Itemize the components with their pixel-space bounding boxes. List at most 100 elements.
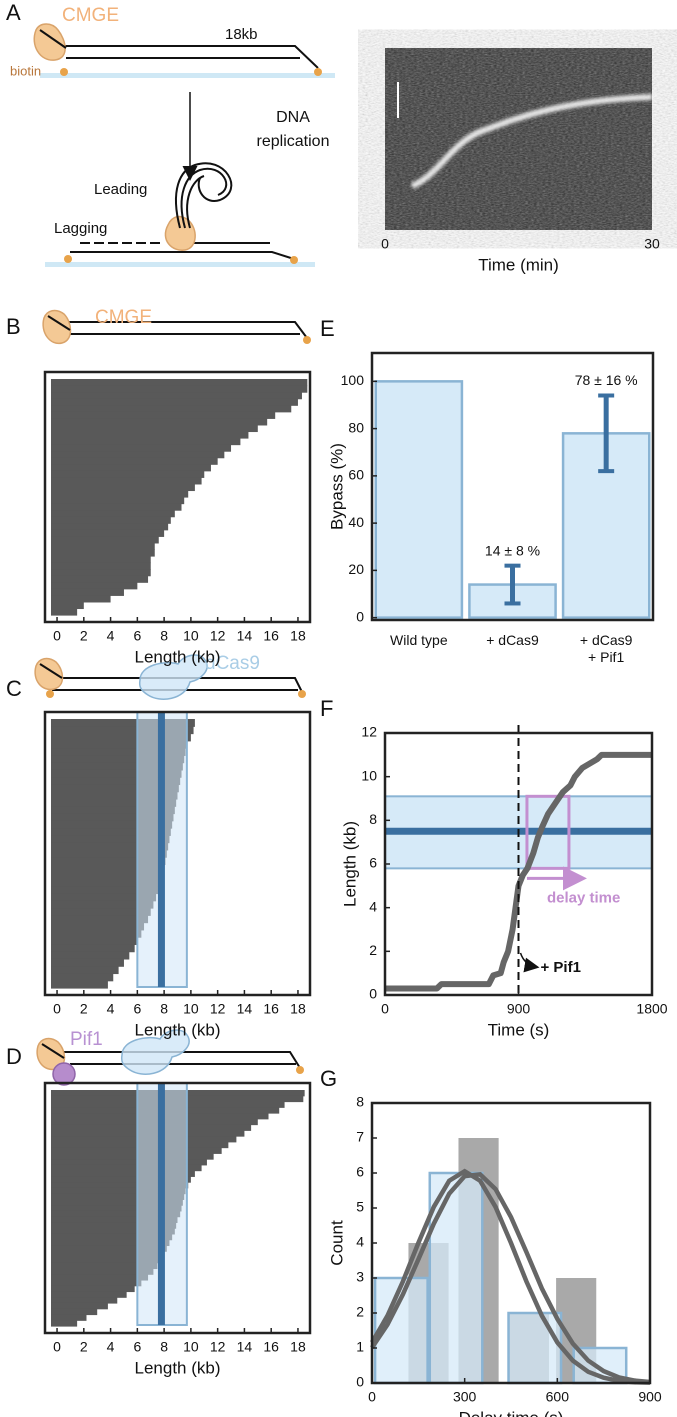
length-bar <box>51 424 258 433</box>
length-bar <box>51 529 165 537</box>
x-tick-label: 300 <box>453 1389 477 1405</box>
y-tick-label: 40 <box>348 514 364 530</box>
length-bar <box>51 398 298 406</box>
length-bar <box>51 1182 189 1189</box>
length-bar <box>51 726 194 735</box>
length-bar <box>51 418 268 426</box>
x-tick-label: 16 <box>263 1001 279 1017</box>
annotation: delay time <box>547 889 620 906</box>
length-bar <box>51 582 138 590</box>
length-bar <box>51 900 154 909</box>
length-bar <box>51 1187 186 1195</box>
x-tick-label: 18 <box>290 1339 306 1355</box>
x-tick-label: 0 <box>381 1001 389 1017</box>
x-tick-label: 6 <box>133 1001 141 1017</box>
lagging-label: Lagging <box>54 220 107 237</box>
length-bar <box>51 784 179 793</box>
length-bar <box>51 791 178 800</box>
length-bar <box>51 608 78 616</box>
length-bar <box>51 1176 191 1183</box>
length-bar <box>51 523 169 531</box>
x-tick-label: 4 <box>107 1339 115 1355</box>
length-bar <box>51 1285 135 1293</box>
leading-label: Leading <box>94 181 147 198</box>
length-bar <box>51 864 165 873</box>
length-bar <box>51 411 276 419</box>
length-bar <box>51 1170 195 1177</box>
length-bar <box>51 1193 185 1200</box>
length-bar <box>51 1268 154 1275</box>
x-tick-label: 2 <box>80 628 88 644</box>
x-tick-label: 14 <box>237 1001 253 1017</box>
y-tick-label: 8 <box>369 811 377 827</box>
length-bar <box>51 1239 170 1247</box>
x-tick-label: 0 <box>53 1001 61 1017</box>
length-bar <box>51 1210 181 1218</box>
length-bar <box>51 886 159 895</box>
length-bar <box>51 569 151 577</box>
x-tick-label: 16 <box>263 1339 279 1355</box>
step-label: replication <box>257 133 330 150</box>
length-bar <box>51 922 145 931</box>
length-bar <box>51 1216 178 1223</box>
plot-frame <box>43 370 312 624</box>
y-tick-label: 12 <box>361 724 377 740</box>
replication-diagram: CMGE biotin 18kb DNA replication Leading… <box>10 5 335 267</box>
panel-letter: E <box>320 316 335 341</box>
helper-label: Pif1 <box>70 1029 103 1050</box>
panel-letter: G <box>320 1066 337 1091</box>
x-tick-label: 8 <box>160 1339 168 1355</box>
length-bar <box>51 828 171 836</box>
length-trace <box>385 751 652 992</box>
x-tick-label: 14 <box>237 628 253 644</box>
length-bar <box>51 477 202 485</box>
length-bar <box>51 740 187 749</box>
x-tick-label: 6 <box>133 628 141 644</box>
x-tick-label: 0 <box>53 1339 61 1355</box>
cmge-diagram: CMGE <box>42 307 311 345</box>
x-tick-label: 10 <box>183 1339 199 1355</box>
length-bar <box>51 1274 149 1281</box>
panel-letter: B <box>6 314 21 339</box>
x-tick-label: 8 <box>160 628 168 644</box>
length-bar <box>51 929 142 938</box>
length-bar <box>51 1159 207 1166</box>
x-tick-label: 2 <box>80 1339 88 1355</box>
x-tick-label: 0 <box>368 1389 376 1405</box>
length-bar <box>51 1308 98 1316</box>
length-bar <box>51 893 157 902</box>
y-axis-label: Count <box>327 1220 346 1266</box>
x-tick-label: 16 <box>263 628 279 644</box>
length-bar <box>51 1153 214 1160</box>
y-tick-label: 2 <box>369 942 377 958</box>
length-bar <box>51 835 170 844</box>
length-bar <box>51 575 149 583</box>
x-tick-label: 12 <box>210 1339 226 1355</box>
length-bar <box>51 431 249 439</box>
length-bar <box>51 915 149 924</box>
x-tick-label: 18 <box>290 1001 306 1017</box>
y-tick-label: 4 <box>356 1234 364 1250</box>
length-bar <box>51 1251 165 1258</box>
length-bar <box>51 1228 175 1235</box>
length-bar <box>51 849 167 858</box>
y-axis-label: Bypass (%) <box>327 443 346 530</box>
length-bar <box>51 1297 118 1304</box>
value-label: 14 ± 8 % <box>485 542 540 558</box>
x-axis-label: Length (kb) <box>135 647 221 666</box>
panel-letter: D <box>6 1044 22 1069</box>
x-tick-label: 0 <box>381 236 389 252</box>
length-bar <box>51 470 205 478</box>
x-tick-label: 18 <box>290 628 306 644</box>
length-bar <box>51 451 225 459</box>
length-bar <box>51 871 163 880</box>
length-bar <box>51 588 124 596</box>
x-tick-label: 900 <box>638 1389 662 1405</box>
length-bar <box>51 820 173 829</box>
length-bar <box>51 385 308 393</box>
length-bar <box>51 1199 183 1206</box>
x-tick-label: 0 <box>53 628 61 644</box>
length-bar <box>51 973 114 982</box>
y-tick-label: 5 <box>356 1199 364 1215</box>
